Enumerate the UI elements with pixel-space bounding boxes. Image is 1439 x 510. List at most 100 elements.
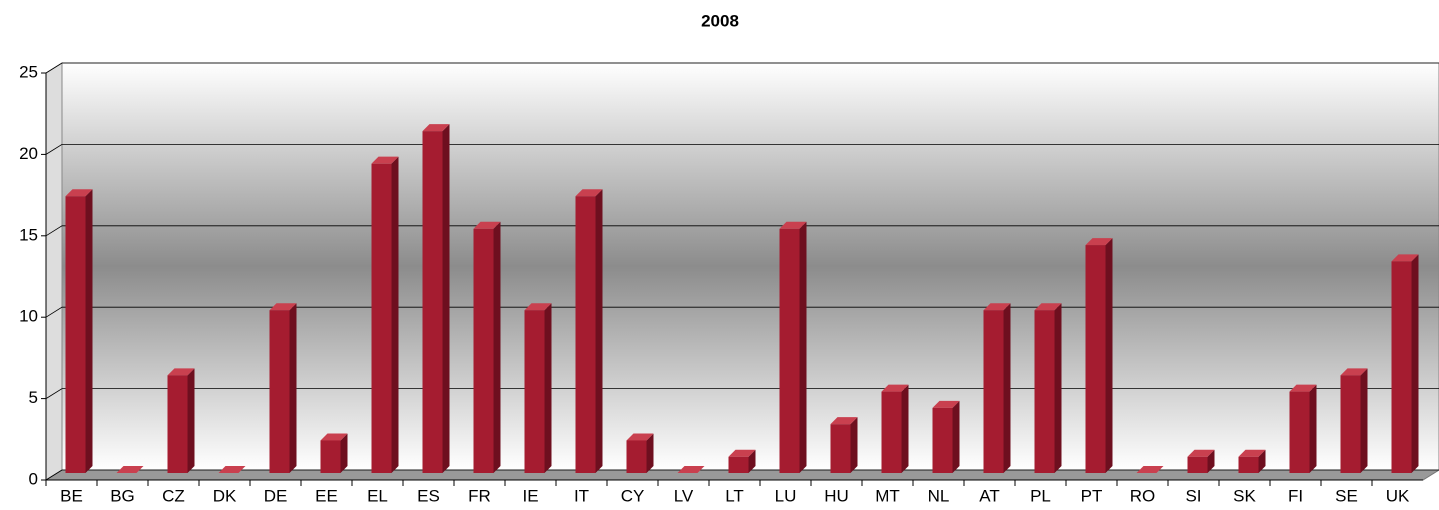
bar <box>1289 391 1310 473</box>
bar-top <box>1085 238 1113 246</box>
x-tick-label: SK <box>1233 486 1256 505</box>
bar-side <box>901 384 909 473</box>
bar-side <box>1411 254 1419 473</box>
chart-title: 2008 <box>701 11 739 30</box>
bar-side <box>544 303 552 473</box>
bar <box>932 407 953 473</box>
bar <box>1238 456 1259 473</box>
grid-line <box>45 143 1439 155</box>
bar-side <box>340 433 348 473</box>
bar-side <box>289 303 297 473</box>
bar-side <box>391 156 399 473</box>
y-tick-label: 5 <box>29 388 38 407</box>
bar <box>1034 310 1055 473</box>
bar-top <box>881 384 909 392</box>
bar-side <box>952 400 960 473</box>
bar-side <box>442 124 450 474</box>
bar-top <box>626 433 654 441</box>
bar <box>1340 375 1361 473</box>
bar <box>167 375 188 473</box>
x-tick-label: EE <box>315 486 338 505</box>
grid-line <box>45 62 1439 74</box>
bar-top <box>830 417 858 425</box>
bar-side <box>850 417 858 473</box>
bar-side <box>493 221 501 473</box>
bar-side <box>748 449 756 473</box>
bar-side <box>1258 449 1266 473</box>
x-tick-label: ES <box>417 486 440 505</box>
bar-top <box>65 189 93 197</box>
x-tick-label: UK <box>1386 486 1410 505</box>
x-tick-label: AT <box>979 486 999 505</box>
side-wall <box>45 62 63 481</box>
bar-side <box>595 189 603 474</box>
bar-side <box>799 221 807 473</box>
bar <box>575 196 596 474</box>
x-tick-label: BG <box>110 486 135 505</box>
bar <box>473 228 494 473</box>
bar-top <box>983 303 1011 311</box>
bar-top <box>218 466 246 473</box>
bar-side <box>1309 384 1317 473</box>
bar <box>269 310 290 473</box>
x-tick-label: RO <box>1130 486 1156 505</box>
x-tick-label: EL <box>367 486 388 505</box>
x-tick-label: DE <box>264 486 288 505</box>
bar-top <box>728 449 756 457</box>
bar-side <box>1105 238 1113 473</box>
x-tick-label: LT <box>725 486 744 505</box>
x-tick-label: LV <box>674 486 694 505</box>
bar-top <box>320 433 348 441</box>
bar <box>1085 245 1106 473</box>
bar-side <box>1003 303 1011 473</box>
bar <box>1187 456 1208 473</box>
bar <box>881 391 902 473</box>
bar-side <box>646 433 654 473</box>
bar-top <box>1034 303 1062 311</box>
bar-top <box>116 466 144 473</box>
bar <box>320 440 341 473</box>
bar-top <box>1238 449 1266 457</box>
bar-top <box>932 400 960 408</box>
x-tick-label: FI <box>1288 486 1303 505</box>
y-tick-label: 10 <box>19 307 38 326</box>
bar <box>728 456 749 473</box>
x-tick-label: NL <box>928 486 950 505</box>
bar <box>371 163 392 473</box>
bar-side <box>1054 303 1062 473</box>
bar-side <box>85 189 93 474</box>
bar-side <box>1207 449 1215 473</box>
plot-background <box>44 62 1439 481</box>
grid-line <box>45 388 1439 399</box>
bar-top <box>1340 368 1368 376</box>
bar <box>830 424 851 473</box>
x-tick-label: SI <box>1185 486 1201 505</box>
x-tick-label: MT <box>875 486 900 505</box>
bar <box>779 228 800 473</box>
x-tick-label: PT <box>1081 486 1103 505</box>
bar <box>626 440 647 473</box>
x-tick-label: FR <box>468 486 491 505</box>
bar <box>65 196 86 474</box>
x-tick-label: CZ <box>162 486 185 505</box>
bar-side <box>1360 368 1368 473</box>
bar-top <box>269 303 297 311</box>
bar-top <box>1136 466 1164 473</box>
bar <box>524 310 545 473</box>
bar-top <box>677 466 705 473</box>
bar-top <box>1289 384 1317 392</box>
y-tick-label: 20 <box>19 144 38 163</box>
bar <box>1391 261 1412 473</box>
x-tick-label: SE <box>1335 486 1358 505</box>
y-tick-label: 0 <box>29 469 38 488</box>
x-tick-label: BE <box>60 486 83 505</box>
bar <box>422 131 443 473</box>
bar-top <box>575 189 603 197</box>
bar-top <box>473 221 501 229</box>
grid-line <box>45 225 1439 237</box>
back-wall <box>61 62 1439 471</box>
bar-top <box>524 303 552 311</box>
x-tick-label: IE <box>522 486 538 505</box>
bar <box>983 310 1004 473</box>
